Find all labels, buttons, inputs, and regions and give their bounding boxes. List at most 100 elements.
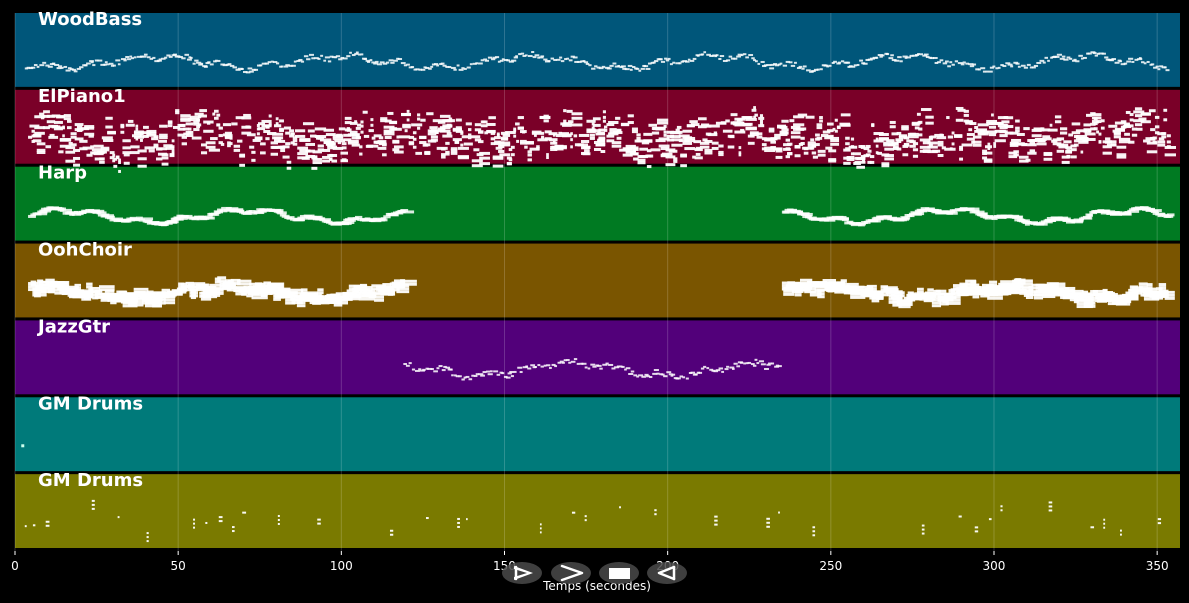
note (188, 127, 192, 131)
chevron-right-icon (560, 564, 584, 582)
note (267, 61, 272, 64)
note (753, 59, 756, 62)
note (503, 59, 509, 62)
note (285, 131, 291, 135)
fast-forward-button[interactable] (551, 562, 591, 584)
note (131, 57, 134, 60)
note (577, 60, 582, 63)
note (995, 67, 999, 70)
note (432, 119, 444, 123)
note (611, 141, 622, 145)
note (194, 59, 199, 62)
note (898, 218, 907, 222)
note (617, 64, 621, 67)
note (492, 56, 497, 59)
note (884, 157, 894, 161)
note (171, 139, 175, 143)
note (787, 287, 796, 291)
note (1080, 150, 1084, 154)
note (290, 132, 295, 136)
note (96, 211, 107, 215)
note (563, 109, 567, 113)
note (859, 59, 864, 62)
note (869, 155, 875, 159)
note (685, 377, 689, 380)
note (490, 137, 496, 141)
note (248, 210, 256, 214)
note (532, 56, 537, 59)
note (571, 112, 583, 116)
note (412, 145, 417, 149)
note (107, 292, 119, 296)
note (230, 278, 241, 282)
note (733, 57, 738, 60)
note (253, 288, 261, 292)
note (775, 364, 780, 367)
note (393, 279, 406, 283)
note (541, 135, 545, 139)
note (1069, 57, 1073, 60)
note (901, 125, 909, 129)
note (214, 116, 219, 120)
note (845, 142, 850, 146)
note (406, 109, 410, 113)
note (441, 155, 446, 159)
note (1029, 141, 1036, 145)
note (949, 61, 953, 64)
note (63, 114, 71, 118)
note (175, 111, 180, 115)
note (460, 143, 464, 147)
note (74, 286, 81, 290)
note (408, 66, 413, 69)
note (499, 141, 511, 145)
note (311, 57, 316, 60)
stop-button[interactable] (599, 562, 639, 584)
track-label: GM Drums (38, 393, 143, 414)
note (188, 56, 192, 59)
note (925, 56, 930, 59)
note (389, 533, 394, 536)
note (463, 67, 467, 70)
note (715, 54, 719, 57)
note (600, 149, 606, 153)
note (958, 515, 962, 518)
note (738, 151, 742, 155)
note (146, 133, 157, 137)
note (692, 155, 696, 159)
note (671, 138, 683, 142)
note (1054, 120, 1062, 124)
note (256, 132, 260, 136)
note (570, 138, 573, 142)
note (612, 62, 617, 65)
note (543, 58, 548, 61)
note (213, 290, 221, 294)
note (726, 365, 730, 368)
note (660, 60, 666, 63)
note (795, 127, 807, 131)
note (436, 64, 440, 67)
note (519, 371, 523, 374)
note (265, 291, 273, 295)
note (384, 130, 392, 134)
rewind-button[interactable] (647, 562, 687, 584)
note (794, 209, 801, 213)
note (867, 149, 872, 153)
note (39, 209, 52, 213)
note (373, 62, 378, 65)
note (596, 364, 602, 367)
notes-layer (21, 51, 1176, 543)
note (260, 142, 266, 146)
note (260, 291, 268, 295)
note (855, 291, 865, 295)
note (1150, 63, 1155, 66)
note (216, 123, 221, 127)
play-button[interactable] (502, 562, 542, 584)
note (1029, 66, 1034, 69)
note (474, 123, 482, 127)
note (599, 367, 603, 370)
note (324, 56, 330, 59)
note (43, 110, 50, 114)
note (518, 53, 522, 56)
note (1135, 291, 1143, 295)
note (781, 128, 789, 132)
